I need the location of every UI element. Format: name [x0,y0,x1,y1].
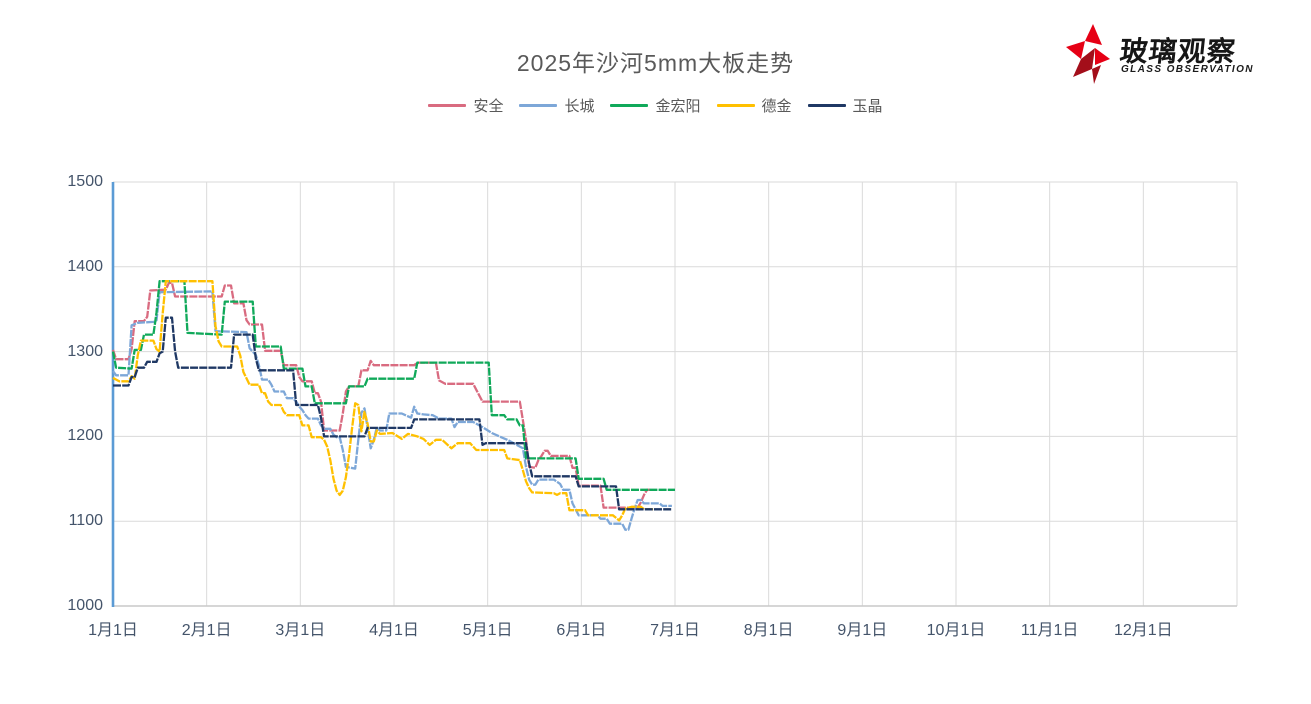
legend-item-1: 长城 [519,95,594,116]
x-tick-label-6: 6月1日 [556,622,607,639]
chart-title: 2025年沙河5mm大板走势 [516,50,795,76]
x-tick-label-5: 5月1日 [462,622,513,639]
glass-shard-logo-icon [1066,24,1110,84]
legend-label: 长城 [564,98,595,115]
legend-swatch-icon [610,104,649,107]
x-tick-label-12: 12月1日 [1113,622,1173,639]
series-line-1 [112,290,672,531]
legend-label: 德金 [761,98,792,115]
series-line-0 [111,281,651,509]
y-tick-label-1400: 1400 [67,257,103,275]
legend-item-0: 安全 [428,95,503,116]
y-tick-label-1000: 1000 [67,597,103,614]
legend-swatch-icon [807,104,846,107]
x-tick-label-7: 7月1日 [650,622,700,639]
x-tick-label-10: 10月1日 [926,622,986,639]
x-tick-label-8: 8月1日 [743,622,794,639]
x-tick-label-2: 2月1日 [181,622,232,639]
y-tick-label-1500: 1500 [67,173,103,190]
series-line-3 [112,280,654,522]
y-tick-label-1200: 1200 [67,427,103,445]
legend-swatch-icon [716,104,755,107]
legend-label: 安全 [473,98,504,115]
legend-item-3: 德金 [716,95,792,116]
y-tick-label-1100: 1100 [68,512,103,530]
legend-label: 金宏阳 [655,98,701,115]
x-tick-label-11: 11月1日 [1020,622,1079,639]
legend-item-4: 玉晶 [807,95,883,116]
legend-item-2: 金宏阳 [610,95,701,116]
legend-swatch-icon [519,104,558,107]
y-tick-label-1300: 1300 [67,342,103,360]
glass-observation-logo: 玻璃观察 GLASS OBSERVATION [1064,22,1304,86]
chart-legend: 安全 长城 金宏阳 德金 玉晶 [0,95,1311,116]
legend-label: 玉晶 [852,98,883,115]
legend-swatch-icon [428,104,467,107]
logo-subtitle-text: GLASS OBSERVATION [1121,64,1254,75]
series-line-2 [111,280,675,491]
x-tick-label-1: 1月1日 [88,622,138,639]
series-line-4 [113,316,672,511]
x-tick-label-4: 4月1日 [369,622,419,639]
x-tick-label-3: 3月1日 [275,622,326,639]
x-tick-label-9: 9月1日 [837,622,888,639]
